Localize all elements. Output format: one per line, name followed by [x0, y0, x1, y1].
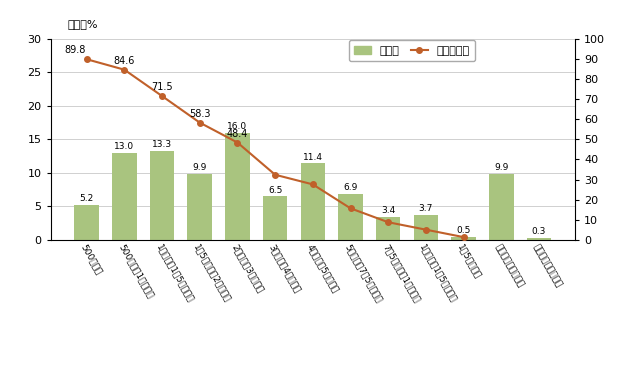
- Bar: [263, 196, 288, 240]
- Text: 0.5: 0.5: [456, 226, 471, 235]
- Legend: 回答率, 累積回答率: 回答率, 累積回答率: [349, 40, 475, 62]
- Bar: [75, 205, 99, 240]
- Text: 48.4: 48.4: [227, 128, 248, 139]
- Text: 9.9: 9.9: [494, 163, 509, 172]
- Text: 58.3: 58.3: [189, 109, 210, 118]
- Text: 16.0: 16.0: [228, 122, 248, 131]
- Text: 71.5: 71.5: [151, 82, 173, 92]
- Bar: [414, 215, 438, 240]
- Bar: [225, 133, 250, 240]
- Text: 5.2: 5.2: [80, 194, 94, 204]
- Text: 13.3: 13.3: [152, 140, 172, 149]
- Text: 0.3: 0.3: [532, 227, 546, 236]
- Text: 9.9: 9.9: [193, 163, 207, 172]
- Text: 13.0: 13.0: [114, 142, 135, 151]
- Bar: [338, 194, 363, 240]
- Bar: [150, 151, 174, 240]
- Text: 84.6: 84.6: [114, 56, 135, 66]
- Bar: [188, 173, 212, 240]
- Bar: [112, 153, 137, 240]
- Bar: [527, 238, 551, 240]
- Text: 3.7: 3.7: [419, 204, 433, 214]
- Text: 3.4: 3.4: [381, 206, 396, 216]
- Text: 89.8: 89.8: [64, 45, 86, 55]
- Bar: [489, 173, 514, 240]
- Bar: [376, 217, 401, 240]
- Bar: [301, 163, 325, 240]
- Bar: [451, 236, 476, 240]
- Text: 6.9: 6.9: [343, 183, 358, 192]
- Text: 11.4: 11.4: [303, 153, 323, 162]
- Text: 回答率%: 回答率%: [68, 19, 99, 29]
- Text: 6.5: 6.5: [268, 186, 283, 195]
